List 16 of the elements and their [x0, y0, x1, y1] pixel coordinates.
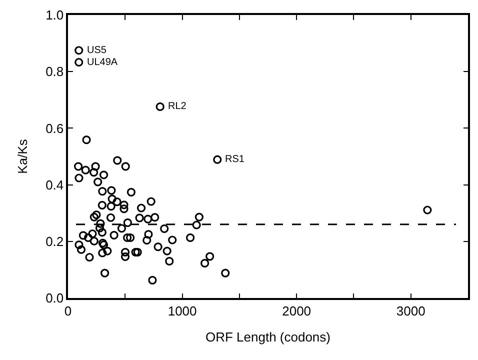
y-tick-label: 1.0 — [46, 8, 64, 23]
annotation: US5 — [87, 45, 107, 56]
annotation: UL49A — [87, 57, 118, 68]
y-axis-title: Ka/Ks — [15, 138, 30, 174]
x-tick-label: 1000 — [168, 303, 197, 318]
y-tick-label: 0.6 — [46, 120, 64, 136]
x-tick-label: 2000 — [282, 303, 312, 318]
y-tick-label: 0.4 — [46, 177, 64, 192]
x-tick-label: 0 — [64, 303, 72, 318]
x-tick-label: 3000 — [396, 303, 426, 318]
y-tick-label: 0.2 — [46, 234, 64, 249]
y-tick-label: 0.8 — [46, 64, 64, 80]
x-axis-title: ORF Length (codons) — [205, 329, 331, 344]
annotation: RS1 — [225, 154, 245, 165]
y-tick-label: 0.0 — [46, 290, 64, 306]
annotation: RL2 — [168, 101, 187, 112]
